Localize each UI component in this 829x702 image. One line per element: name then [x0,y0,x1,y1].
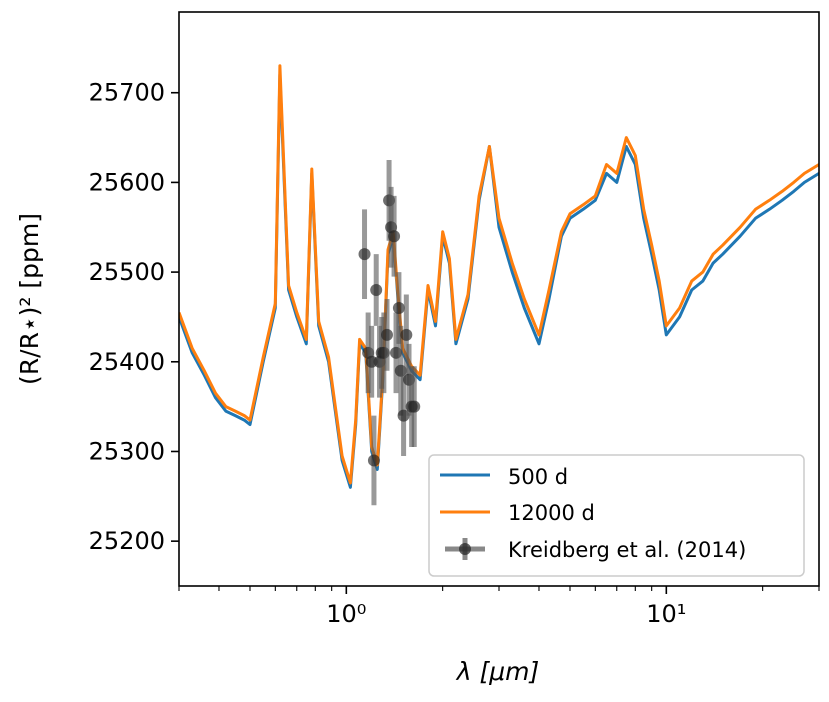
x-axis: 10⁰ 10¹ [178,586,820,628]
series-line-1 [179,64,819,485]
data-point [388,230,401,243]
legend-label-12000d: 12000 d [508,501,595,525]
legend-label-500d: 500 d [508,465,568,489]
data-point [358,248,371,261]
y-tick-label: 25700 [89,79,165,107]
legend-box [428,454,805,577]
y-tick-label: 25600 [89,168,165,196]
data-point [370,284,383,297]
x-axis-label: λ [μm] [455,657,540,686]
y-axis: 25200 25300 25400 25500 25600 25700 [89,79,179,555]
legend-label-kreidberg: Kreidberg et al. (2014) [508,538,746,562]
data-point [367,454,380,467]
data-point [380,328,393,341]
data-points-layer [358,159,421,506]
x-tick-label: 10⁰ [326,600,366,628]
data-point [400,328,413,341]
legend: 500 d 12000 d Kreidberg et al. (2014) [428,454,805,577]
x-tick-label: 10¹ [646,600,686,628]
y-tick-label: 25500 [89,258,165,286]
y-tick-label: 25300 [89,437,165,465]
data-point [394,364,407,377]
legend-swatch-marker [459,543,471,555]
y-tick-label: 25400 [89,348,165,376]
y-axis-label: (R/R⋆)² [ppm] [15,213,44,385]
data-point [408,400,421,413]
data-point [392,301,405,314]
series-layer [179,64,819,489]
y-tick-label: 25200 [89,527,165,555]
